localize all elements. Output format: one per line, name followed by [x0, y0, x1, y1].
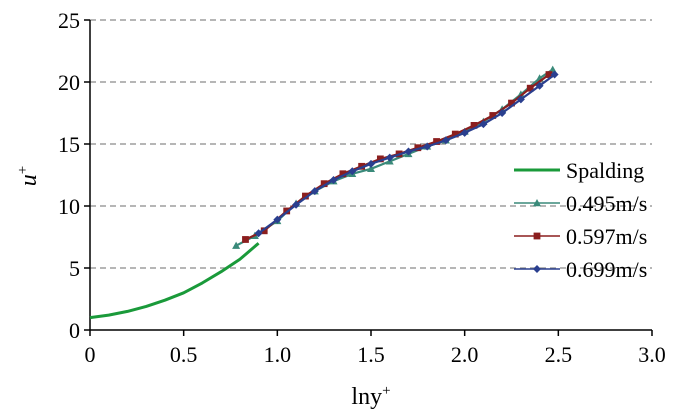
data-point-3-8: [404, 147, 413, 156]
gridlines: [90, 19, 652, 269]
data-point-2-4: [320, 180, 328, 188]
data-point-3-1: [273, 215, 282, 224]
data-point-2-0: [242, 236, 249, 243]
data-point-1-0: [232, 241, 241, 249]
y-axis-title-text: u: [16, 174, 42, 186]
y-tick-label-0: 0: [69, 318, 80, 343]
data-point-3-5: [348, 167, 357, 176]
legend-label-1: 0.495m/s: [566, 191, 647, 216]
legend-marker-1: [533, 199, 541, 207]
data-point-3-12: [479, 120, 488, 129]
legend-marker-3: [533, 265, 541, 273]
data-point-3-3: [310, 187, 319, 196]
legend: Spalding 0.495m/s 0.597m/s 0.699m/s: [514, 158, 647, 282]
legend-item-1: 0.495m/s: [514, 191, 647, 216]
series-line-0: [89, 242, 260, 320]
data-point-2-12: [470, 122, 478, 129]
legend-item-3: 0.699m/s: [514, 257, 647, 282]
x-tick-label-4: 2.0: [451, 342, 479, 367]
y-axis-title-sup: +: [15, 166, 31, 174]
data-point-2-11: [451, 130, 459, 138]
data-point-2-3: [302, 192, 309, 200]
data-point-3-7: [385, 153, 394, 162]
data-point-3-11: [460, 128, 469, 137]
data-point-3-10: [441, 136, 450, 145]
data-point-2-5: [339, 170, 347, 178]
y-tick-label-3: 15: [58, 132, 80, 157]
legend-item-0: Spalding: [514, 158, 644, 183]
data-point-3-4: [329, 175, 338, 184]
x-axis-title: lny+: [351, 383, 390, 410]
data-point-3-9: [423, 142, 432, 151]
data-point-3-0: [254, 229, 263, 238]
x-tick-label-1: 0.5: [170, 342, 198, 367]
x-tick-label-5: 2.5: [545, 342, 573, 367]
data-point-2-13: [489, 112, 497, 119]
data-point-2-9: [414, 144, 422, 152]
y-tick-label-5: 25: [58, 8, 80, 33]
ticks: 0 5 10 15 20 25 0 0.5 1.0 1.5 2.0 2.5 3.0: [58, 8, 666, 367]
x-tick-label-0: 0: [85, 342, 96, 367]
series-line-1: [235, 68, 554, 247]
series-layer: [89, 65, 559, 320]
x-tick-label-6: 3.0: [638, 342, 666, 367]
y-tick-label-1: 5: [69, 256, 80, 281]
legend-marker-2: [533, 232, 541, 240]
y-tick-label-2: 10: [58, 194, 80, 219]
legend-label-0: Spalding: [566, 158, 644, 183]
series-2: [242, 71, 553, 243]
data-point-3-2: [292, 200, 301, 209]
data-point-2-16: [545, 71, 553, 78]
y-tick-label-4: 20: [58, 70, 80, 95]
legend-label-3: 0.699m/s: [566, 257, 647, 282]
legend-item-2: 0.597m/s: [514, 224, 647, 249]
legend-label-2: 0.597m/s: [566, 224, 647, 249]
data-point-2-10: [433, 138, 440, 145]
series-3: [254, 70, 559, 238]
data-point-3-13: [498, 109, 507, 117]
x-tick-label-2: 1.0: [264, 342, 292, 367]
data-point-2-15: [526, 84, 534, 92]
data-point-2-14: [508, 99, 515, 107]
x-axis-title-text: lny: [351, 384, 382, 410]
y-axis-title: u+: [15, 166, 42, 186]
data-point-3-15: [535, 81, 544, 90]
x-tick-label-3: 1.5: [357, 342, 385, 367]
data-point-3-16: [550, 70, 559, 79]
data-point-1-15: [516, 90, 525, 98]
data-point-3-6: [367, 159, 375, 168]
data-point-2-6: [358, 162, 366, 170]
data-point-3-14: [516, 95, 525, 104]
data-point-2-7: [376, 155, 384, 163]
data-point-1-7: [367, 164, 375, 172]
series-1: [232, 65, 557, 249]
data-point-2-1: [260, 227, 268, 235]
series-0: [89, 242, 260, 320]
x-axis-title-sup: +: [382, 383, 390, 399]
